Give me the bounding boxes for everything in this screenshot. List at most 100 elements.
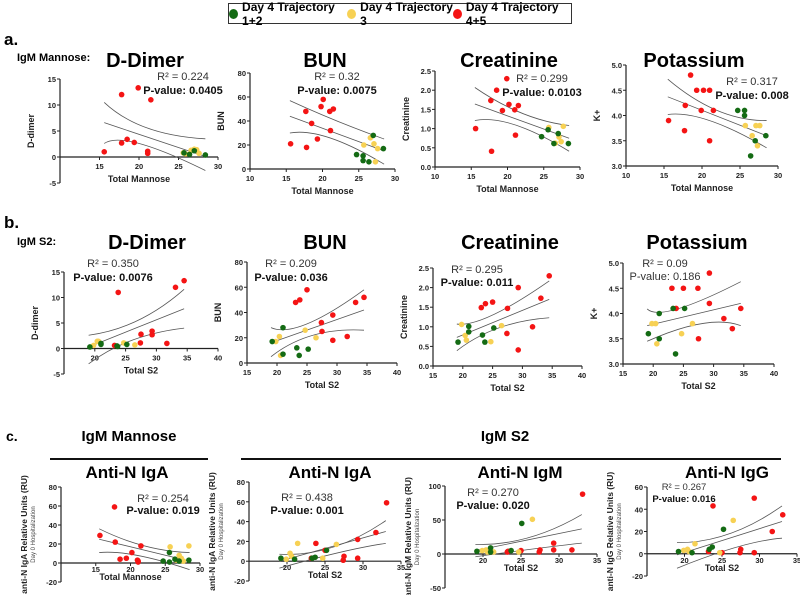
- r-squared-label: R² = 0.09: [642, 258, 688, 270]
- y-tick-label: 15: [52, 268, 60, 277]
- p-value-label: P-value: 0.011: [441, 277, 514, 289]
- x-tick-label: 15: [92, 565, 100, 574]
- y-axis-label: anti-N IgG Relative Units (RU): [605, 472, 615, 592]
- ci-lower-line: [475, 542, 582, 558]
- ci-upper-line: [279, 520, 387, 555]
- y-axis-sublabel: Day 0 Hospitalization: [415, 509, 421, 565]
- data-point-trajectory-4-5: [341, 553, 347, 560]
- data-point-trajectory-1-2: [312, 554, 318, 561]
- x-tick-label: 10: [246, 174, 254, 183]
- data-point-trajectory-4-5: [318, 103, 324, 110]
- data-point-trajectory-4-5: [318, 319, 325, 326]
- data-point-trajectory-4-5: [693, 87, 700, 94]
- data-point-trajectory-4-5: [111, 504, 118, 510]
- y-tick-label: 50: [433, 516, 441, 525]
- y-tick-label: 60: [235, 283, 243, 292]
- panel-title: Anti-N IgG: [685, 463, 769, 482]
- y-tick-label: 0: [639, 550, 643, 559]
- group-header-igm-mannose: IgM Mannose: [81, 428, 177, 445]
- data-point-trajectory-4-5: [181, 277, 187, 284]
- x-axis-label: Total Mannose: [99, 572, 161, 582]
- y-tick-label: 20: [635, 528, 643, 537]
- data-point-trajectory-3: [186, 543, 192, 549]
- y-tick-label: 60: [237, 498, 245, 507]
- y-tick-label: 0.5: [419, 342, 429, 351]
- y-tick-label: 0: [53, 559, 57, 568]
- data-point-trajectory-1-2: [98, 341, 104, 348]
- x-axis-label: Total S2: [490, 383, 524, 393]
- data-point-trajectory-4-5: [123, 555, 130, 562]
- y-tick-label: 1.0: [421, 125, 431, 134]
- x-tick-label: 25: [121, 354, 129, 363]
- data-point-trajectory-1-2: [294, 345, 300, 351]
- data-point-trajectory-4-5: [115, 289, 122, 296]
- data-point-trajectory-1-2: [709, 544, 716, 550]
- x-tick-label: 15: [282, 174, 290, 183]
- legend-label: Day 4 Trajectory 4+5: [465, 0, 559, 28]
- data-point-trajectory-4-5: [131, 139, 138, 146]
- scatter-panel-b3: 0.0 0.5 1.0 1.5 2.0 2.5 15 20 25 30 35 40 Total S2 Cr…: [399, 232, 586, 393]
- ci-upper-line: [646, 281, 741, 313]
- data-point-trajectory-3: [730, 517, 737, 524]
- r-squared-label: R² = 0.270: [467, 487, 519, 499]
- data-point-trajectory-4-5: [383, 499, 390, 506]
- ci-upper-line: [667, 78, 767, 121]
- data-point-trajectory-1-2: [87, 344, 93, 350]
- data-point-trajectory-4-5: [687, 72, 694, 78]
- data-point-trajectory-1-2: [278, 555, 284, 562]
- data-point-trajectory-1-2: [291, 556, 298, 563]
- section-a-row-label: IgM Mannose:: [17, 52, 91, 64]
- x-tick-label: 30: [709, 369, 717, 378]
- x-axis-label: Total S2: [124, 366, 158, 376]
- x-tick-label: 20: [126, 565, 134, 574]
- data-point-trajectory-1-2: [280, 351, 286, 357]
- data-point-trajectory-4-5: [550, 540, 557, 546]
- y-tick-label: -20: [632, 572, 643, 581]
- x-tick-label: 20: [135, 162, 143, 171]
- x-axis-label: Total S2: [504, 563, 538, 573]
- data-point-trajectory-4-5: [138, 543, 144, 549]
- y-tick-label: 40: [635, 505, 643, 514]
- data-point-trajectory-4-5: [504, 330, 510, 337]
- x-tick-label: 25: [174, 162, 182, 171]
- y-tick-label: 3.0: [609, 360, 619, 369]
- x-tick-label: 25: [679, 369, 687, 378]
- x-tick-label: 25: [321, 563, 329, 572]
- ci-upper-line: [676, 505, 783, 544]
- data-point-trajectory-4-5: [287, 141, 294, 147]
- p-value-label: P-value: 0.016: [652, 494, 715, 505]
- data-point-trajectory-4-5: [538, 295, 544, 301]
- panel-title: Anti-N IgM: [478, 463, 563, 482]
- x-axis-label: Total Mannose: [476, 184, 538, 194]
- y-tick-label: 0: [241, 557, 245, 566]
- panel-title: Anti-N IgA: [85, 463, 168, 482]
- panel-title: D-Dimer: [106, 50, 184, 72]
- regression-line: [88, 308, 185, 348]
- section-c-label: c.: [6, 428, 18, 444]
- data-point-trajectory-1-2: [465, 329, 472, 335]
- y-tick-label: 1.5: [421, 105, 431, 114]
- ci-lower-line: [279, 542, 386, 569]
- x-tick-label: 30: [755, 556, 763, 565]
- data-point-trajectory-1-2: [366, 159, 372, 165]
- data-point-trajectory-1-2: [482, 339, 488, 345]
- y-tick-label: 4.5: [609, 284, 619, 293]
- x-axis-label: Total Mannose: [108, 174, 170, 184]
- ci-upper-line: [99, 528, 190, 553]
- x-tick-label: 20: [318, 174, 326, 183]
- y-tick-label: 5: [56, 319, 60, 328]
- data-point-trajectory-4-5: [149, 331, 155, 338]
- ci-lower-line: [474, 119, 570, 152]
- y-tick-label: 40: [238, 117, 246, 126]
- data-point-trajectory-4-5: [706, 300, 713, 307]
- data-point-trajectory-4-5: [330, 106, 337, 112]
- data-point-trajectory-4-5: [751, 549, 758, 556]
- data-point-trajectory-1-2: [455, 339, 461, 345]
- data-point-trajectory-4-5: [172, 284, 179, 291]
- x-tick-label: 15: [619, 369, 627, 378]
- y-axis-label: anti-N IgA Relative Units (RU): [207, 472, 217, 591]
- p-value-label: P-value: 0.0076: [73, 272, 153, 284]
- x-tick-label: 35: [740, 369, 748, 378]
- y-axis-sublabel: Day 0 Hospitalization: [31, 506, 37, 562]
